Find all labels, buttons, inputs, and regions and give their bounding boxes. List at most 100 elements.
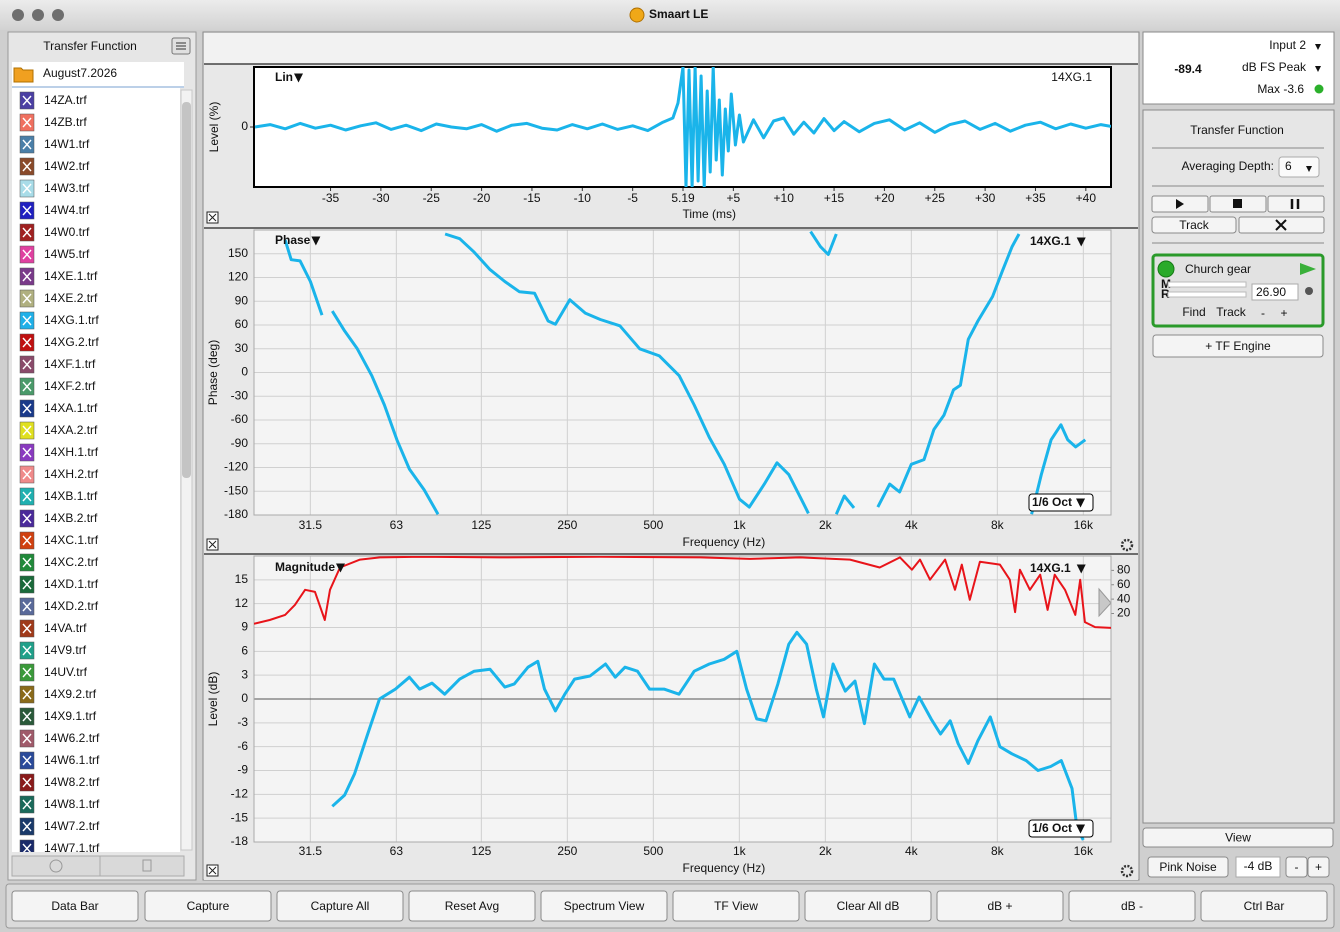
x-tick-label: 250 (557, 518, 577, 532)
file-name: 14XC.2.trf (44, 555, 99, 569)
trace-name: 14XG.1 (1030, 561, 1071, 575)
file-row[interactable]: 14XA.2.trf (19, 421, 98, 440)
y-tick-label: 60 (235, 317, 249, 331)
smoothing-label: 1/6 Oct (1032, 495, 1072, 509)
plot-settings-button[interactable] (1120, 864, 1134, 878)
toolbar-button[interactable] (540, 890, 668, 922)
file-row[interactable]: 14XB.2.trf (19, 509, 98, 528)
x-tick-label: 16k (1074, 844, 1094, 858)
file-row[interactable]: 14ZA.trf (19, 91, 87, 110)
file-icon-mark (22, 667, 32, 678)
file-row[interactable]: 14W8.1.trf (19, 795, 100, 814)
close-plot-icon (208, 540, 217, 549)
file-icon-mark (22, 117, 32, 128)
zoom-button[interactable] (52, 9, 64, 21)
toolbar-button[interactable] (936, 890, 1064, 922)
add-engine-button[interactable] (1152, 334, 1324, 358)
toolbar-button[interactable] (804, 890, 932, 922)
file-row[interactable]: 14W8.2.trf (19, 773, 100, 792)
file-row[interactable]: 14X9.1.trf (19, 707, 97, 726)
meter-label: M (1161, 277, 1171, 291)
file-row[interactable]: 14V9.trf (19, 641, 87, 660)
toolbar-button[interactable] (1200, 890, 1328, 922)
unit-menu (1315, 66, 1321, 72)
file-icon-mark (22, 95, 32, 106)
minimize-button[interactable] (32, 9, 44, 21)
file-row[interactable]: 14W6.1.trf (19, 751, 100, 770)
file-row[interactable]: 14VA.trf (19, 619, 87, 638)
engine-status (1157, 260, 1175, 278)
file-row[interactable]: 14XH.2.trf (19, 465, 99, 484)
pause-button[interactable] (1267, 195, 1325, 213)
delay-field[interactable] (1251, 283, 1299, 301)
folder-row[interactable] (12, 62, 184, 88)
x-tick-label: 4k (905, 844, 919, 858)
file-row[interactable]: 14W0.trf (19, 223, 90, 242)
file-icon-mark (22, 403, 32, 414)
scroll-thumb[interactable] (182, 102, 191, 478)
tf-engine-card[interactable] (1151, 253, 1325, 328)
file-row[interactable]: 14X9.2.trf (19, 685, 97, 704)
file-row[interactable]: 14W7.2.trf (19, 817, 100, 836)
toolbar-button[interactable] (408, 890, 536, 922)
file-row[interactable]: 14XH.1.trf (19, 443, 99, 462)
level-minus-button[interactable] (1285, 856, 1308, 878)
pink-level-field[interactable] (1235, 856, 1281, 878)
file-name: 14X9.1.trf (44, 709, 97, 723)
file-row[interactable]: 14UV.trf (19, 663, 88, 682)
view-button[interactable] (1142, 827, 1334, 848)
file-icon-mark (22, 161, 32, 172)
x-tick-label: -25 (423, 191, 441, 205)
file-name: 14XC.1.trf (44, 533, 99, 547)
toolbar-button[interactable] (276, 890, 404, 922)
file-row[interactable]: 14W6.2.trf (19, 729, 100, 748)
pink-noise-button[interactable] (1147, 856, 1229, 878)
plot-settings-button[interactable] (1120, 538, 1134, 552)
averaging-menu (1306, 166, 1312, 172)
file-row[interactable]: 14XA.1.trf (19, 399, 98, 418)
file-row[interactable]: 14XD.1.trf (19, 575, 99, 594)
file-name: 14V9.trf (44, 643, 87, 657)
file-row[interactable]: 14W4.trf (19, 201, 90, 220)
file-row[interactable]: 14W2.trf (19, 157, 90, 176)
file-row[interactable]: 14XF.1.trf (19, 355, 96, 374)
toolbar-button[interactable] (672, 890, 800, 922)
file-row[interactable]: 14XE.2.trf (19, 289, 98, 308)
level-plus-button[interactable] (1307, 856, 1330, 878)
file-row[interactable]: 14XE.1.trf (19, 267, 98, 286)
close-button[interactable] (12, 9, 24, 21)
file-icon-mark (22, 315, 32, 326)
file-row[interactable]: 14W1.trf (19, 135, 90, 154)
file-name: 14ZB.trf (44, 115, 87, 129)
file-row[interactable]: 14W3.trf (19, 179, 90, 198)
y-tick-label: 30 (235, 341, 249, 355)
smoothing-selector[interactable] (1028, 819, 1094, 838)
file-row[interactable]: 14XG.1.trf (19, 311, 99, 330)
x-tick-label: +40 (1076, 191, 1097, 205)
smoothing-selector[interactable] (1028, 493, 1094, 512)
file-name: 14XE.2.trf (44, 291, 98, 305)
trash-icon (142, 859, 152, 872)
x-tick-label: 2k (819, 844, 833, 858)
toolbar-button[interactable] (11, 890, 139, 922)
toolbar-button[interactable] (1068, 890, 1196, 922)
delete-button[interactable] (99, 855, 185, 877)
y-tick-label: -6 (237, 739, 248, 753)
file-row[interactable]: 14W7.1.trf (19, 839, 100, 857)
track-button[interactable] (1151, 216, 1237, 234)
toolbar-button[interactable] (144, 890, 272, 922)
file-row[interactable]: 14XC.2.trf (19, 553, 99, 572)
file-row[interactable]: 14XF.2.trf (19, 377, 96, 396)
y-tick-label: 0 (241, 365, 248, 379)
x-tick-label: 125 (471, 518, 491, 532)
file-icon-mark (22, 271, 32, 282)
info-button[interactable] (11, 855, 101, 877)
x-tick-label: +30 (975, 191, 996, 205)
file-row[interactable]: 14XC.1.trf (19, 531, 99, 550)
file-row[interactable]: 14W5.trf (19, 245, 90, 264)
file-row[interactable]: 14XB.1.trf (19, 487, 98, 506)
file-row[interactable]: 14ZB.trf (19, 113, 87, 132)
file-row[interactable]: 14XG.2.trf (19, 333, 99, 352)
file-row[interactable]: 14XD.2.trf (19, 597, 99, 616)
